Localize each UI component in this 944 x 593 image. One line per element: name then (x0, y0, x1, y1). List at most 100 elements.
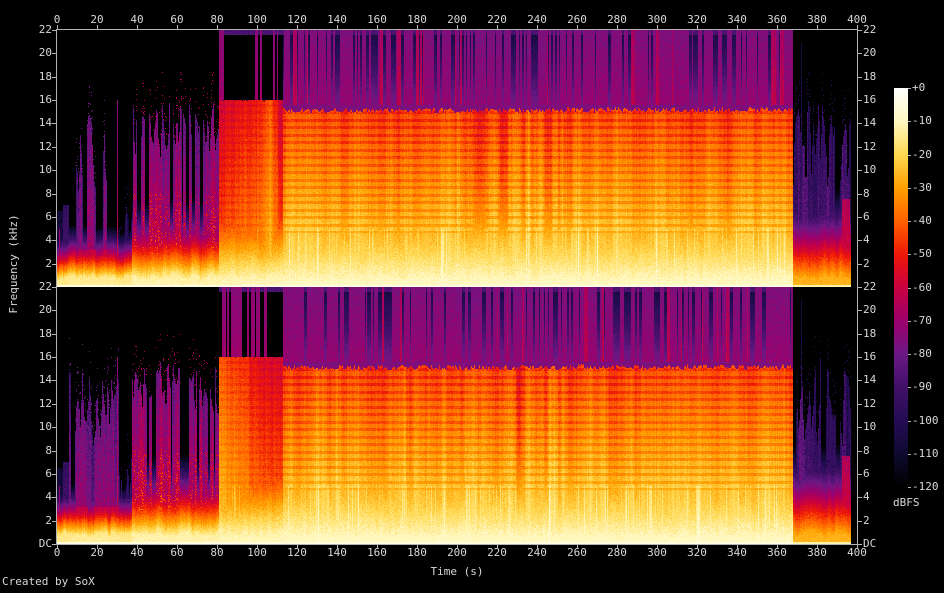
freq-tick (858, 334, 862, 335)
time-tick (497, 25, 498, 29)
freq-tick-label: 10 (863, 420, 877, 433)
freq-tick (52, 123, 56, 124)
time-tick (817, 25, 818, 29)
freq-tick-label: 8 (863, 187, 870, 200)
freq-tick (858, 474, 862, 475)
time-tick-label: 400 (847, 13, 867, 26)
freq-tick-label: 4 (45, 233, 52, 246)
freq-tick (52, 147, 56, 148)
time-tick (537, 25, 538, 29)
time-tick (97, 545, 98, 549)
time-tick (417, 25, 418, 29)
freq-tick-label: 16 (38, 350, 52, 363)
time-tick-label: 120 (287, 546, 307, 559)
colorbar-tick (908, 454, 911, 455)
colorbar-tick (908, 254, 911, 255)
time-tick (777, 545, 778, 549)
freq-tick (858, 521, 862, 522)
freq-tick (858, 380, 862, 381)
time-tick (457, 545, 458, 549)
colorbar-tick-label: -50 (912, 247, 932, 260)
freq-tick-label: 4 (863, 490, 870, 503)
time-tick-label: 220 (487, 13, 507, 26)
freq-tick (858, 310, 862, 311)
time-tick (497, 545, 498, 549)
freq-tick-label: 4 (863, 233, 870, 246)
colorbar-tick (908, 88, 911, 89)
time-tick (57, 545, 58, 549)
freq-tick (52, 77, 56, 78)
time-tick (537, 545, 538, 549)
freq-tick (858, 217, 862, 218)
freq-tick-label: 2 (863, 257, 870, 270)
time-tick (217, 545, 218, 549)
freq-tick-label: 20 (38, 303, 52, 316)
colorbar-tick-label: -90 (912, 380, 932, 393)
time-tick-label: 280 (607, 546, 627, 559)
freq-tick (52, 310, 56, 311)
freq-tick (858, 53, 862, 54)
freq-tick-label: 16 (863, 93, 877, 106)
freq-tick (52, 521, 56, 522)
time-tick-label: 220 (487, 546, 507, 559)
freq-tick (52, 427, 56, 428)
freq-tick (858, 194, 862, 195)
time-tick-label: 320 (687, 546, 707, 559)
time-tick-label: 400 (847, 546, 867, 559)
time-tick-label: 280 (607, 13, 627, 26)
colorbar-tick (908, 155, 911, 156)
time-tick (377, 25, 378, 29)
time-tick-label: 360 (767, 13, 787, 26)
freq-tick (52, 30, 56, 31)
freq-tick (52, 240, 56, 241)
time-tick-label: 20 (90, 13, 104, 26)
colorbar-tick-label: -10 (912, 114, 932, 127)
freq-tick-label: 12 (38, 397, 52, 410)
time-tick (857, 545, 858, 549)
freq-tick-label: 8 (45, 187, 52, 200)
freq-tick (52, 100, 56, 101)
freq-tick (52, 380, 56, 381)
freq-tick-label: 22 (38, 280, 52, 293)
time-tick-label: 340 (727, 546, 747, 559)
freq-tick (52, 357, 56, 358)
time-tick-label: 300 (647, 13, 667, 26)
freq-tick-label: 8 (863, 444, 870, 457)
freq-tick (52, 544, 56, 545)
freq-tick-label: 22 (863, 23, 877, 36)
freq-tick (858, 100, 862, 101)
colorbar-gradient (894, 88, 908, 487)
freq-tick-label: 10 (38, 163, 52, 176)
time-tick-label: 260 (567, 546, 587, 559)
colorbar-tick-label: -20 (912, 148, 932, 161)
time-tick (137, 25, 138, 29)
freq-tick (52, 474, 56, 475)
freq-tick (858, 451, 862, 452)
freq-tick-label: 22 (38, 23, 52, 36)
time-tick-label: 240 (527, 546, 547, 559)
freq-tick (52, 217, 56, 218)
colorbar-tick-label: +0 (912, 81, 926, 94)
colorbar-tick (908, 387, 911, 388)
time-tick (577, 25, 578, 29)
time-tick (337, 545, 338, 549)
time-tick (617, 25, 618, 29)
colorbar-tick-label: -80 (912, 347, 932, 360)
time-tick (777, 25, 778, 29)
time-tick (297, 545, 298, 549)
time-tick-label: 200 (447, 546, 467, 559)
freq-tick-label: 18 (38, 327, 52, 340)
time-tick (257, 25, 258, 29)
time-tick-label: 20 (90, 546, 104, 559)
freq-tick-label: 16 (38, 93, 52, 106)
plot-border (56, 29, 858, 545)
time-tick-label: 40 (130, 13, 144, 26)
freq-tick-label: 10 (38, 420, 52, 433)
time-tick (57, 25, 58, 29)
freq-tick (858, 240, 862, 241)
colorbar-tick (908, 421, 911, 422)
time-tick-label: 240 (527, 13, 547, 26)
freq-tick-label: 2 (45, 514, 52, 527)
freq-tick-label: 10 (863, 163, 877, 176)
time-tick-label: 380 (807, 13, 827, 26)
